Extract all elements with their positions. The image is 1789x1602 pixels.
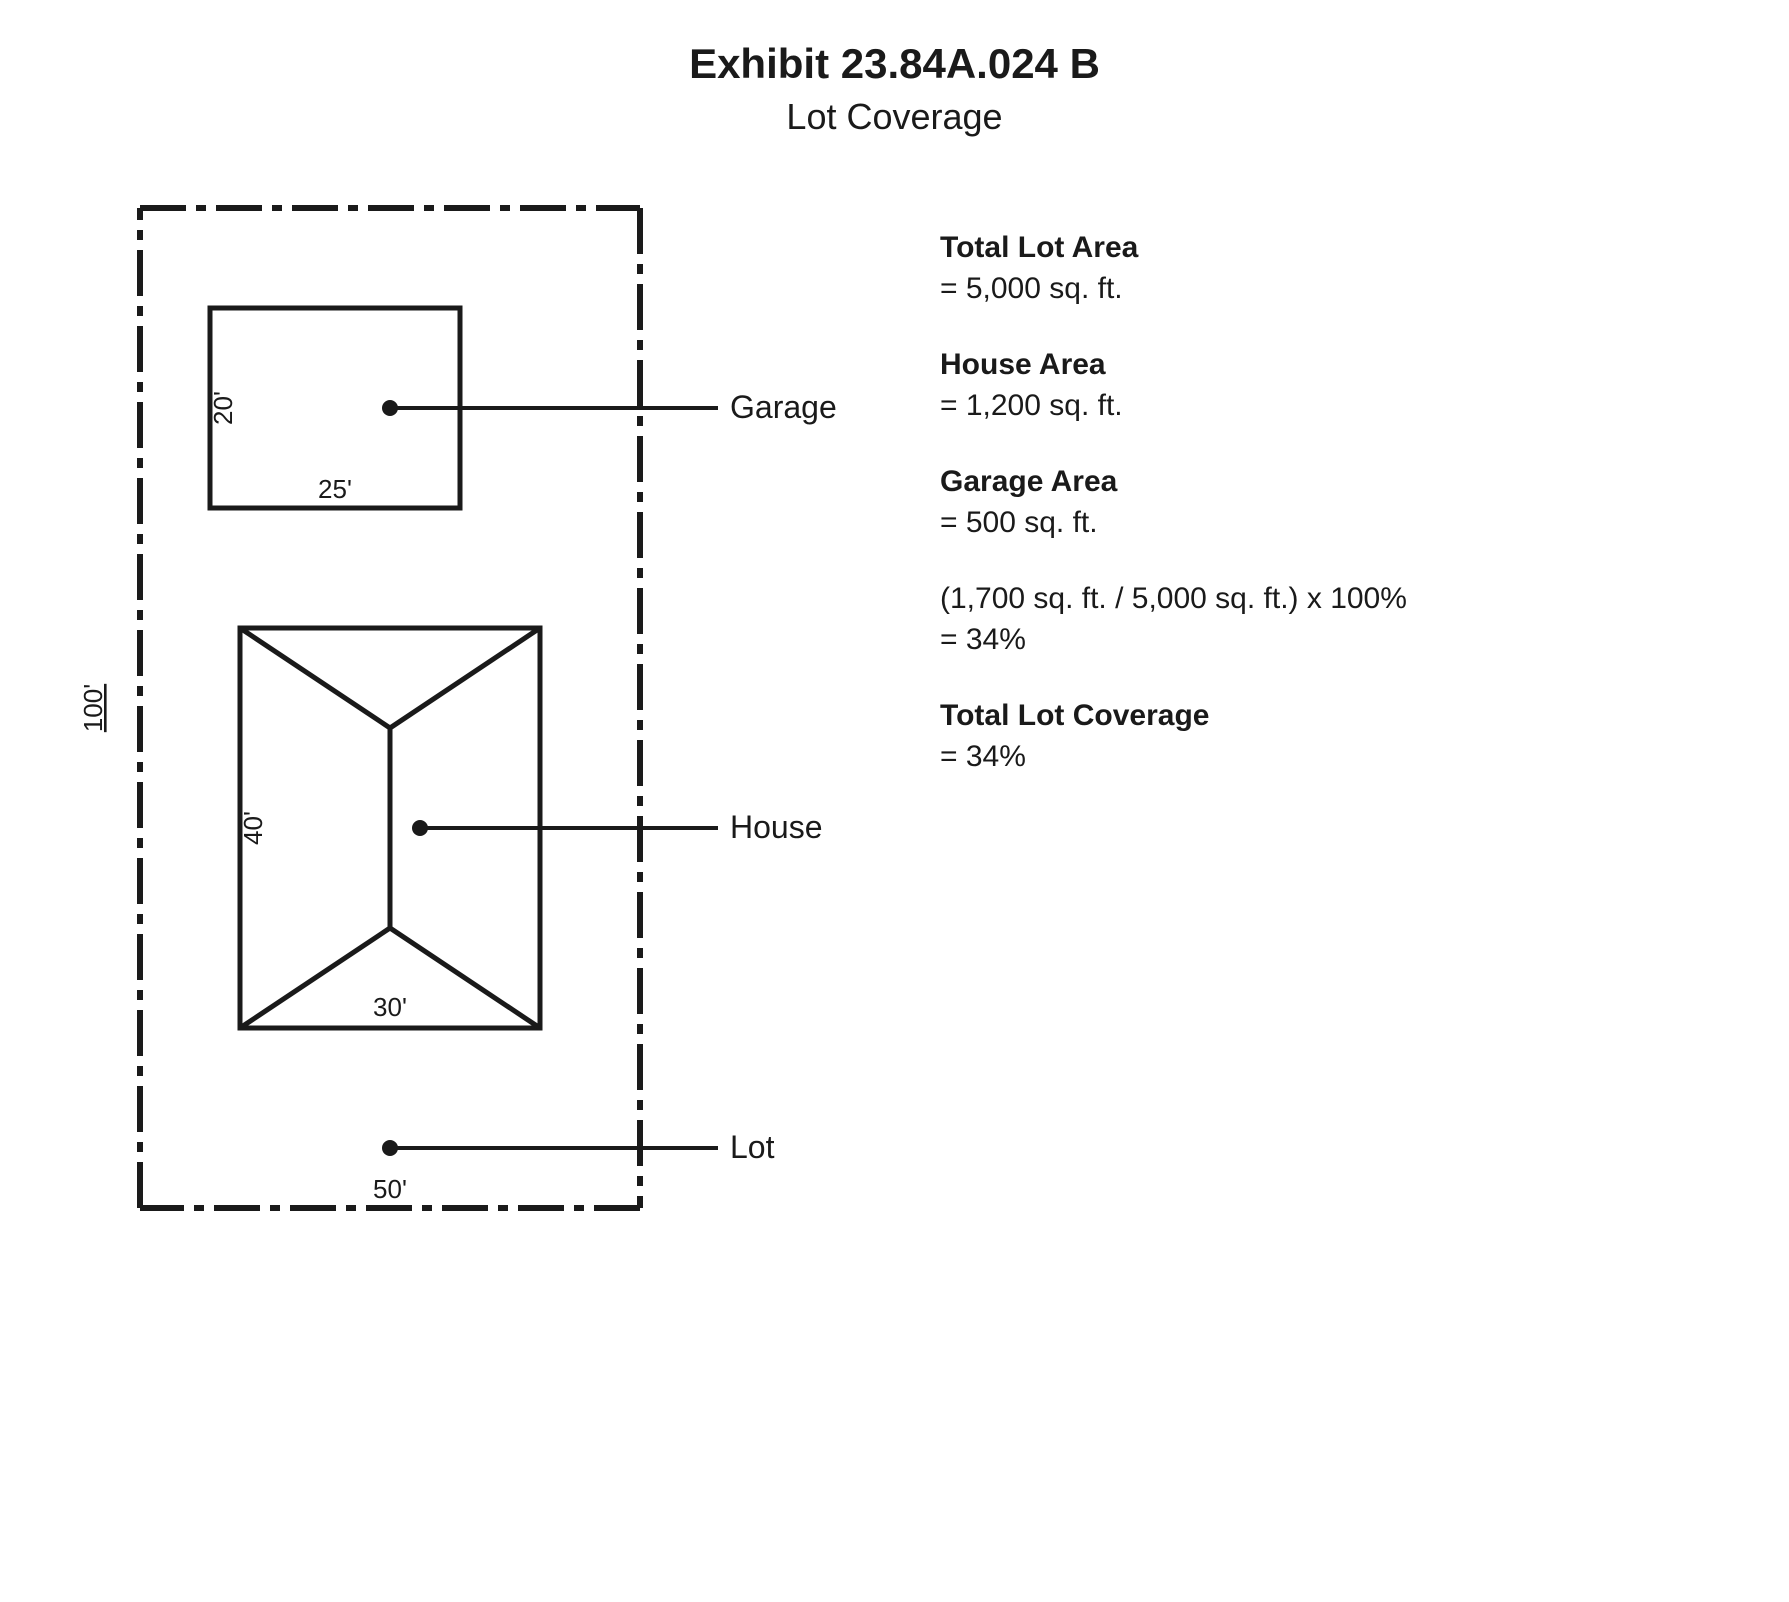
info-garage-area: Garage Area = 500 sq. ft. [940, 462, 1407, 543]
lot-callout-label: Lot [730, 1129, 775, 1165]
info-value: = 500 sq. ft. [940, 503, 1407, 544]
house-height-label: 40' [238, 811, 268, 845]
exhibit-title: Exhibit 23.84A.024 B [60, 40, 1729, 88]
garage-height-label: 20' [208, 391, 238, 425]
content-row: 100' 50' 20' 25' 40' 30' Garage House Lot Total … [60, 188, 1729, 1253]
info-value: = 34% [940, 737, 1407, 778]
info-calculation: (1,700 sq. ft. / 5,000 sq. ft.) x 100% =… [940, 579, 1407, 660]
header: Exhibit 23.84A.024 B Lot Coverage [60, 40, 1729, 138]
subtitle: Lot Coverage [60, 96, 1729, 138]
house-width-label: 30' [373, 992, 407, 1022]
info-title: House Area [940, 345, 1407, 386]
house-callout-label: House [730, 809, 823, 845]
info-total-lot-area: Total Lot Area = 5,000 sq. ft. [940, 228, 1407, 309]
lot-height-label: 100' [78, 684, 108, 732]
info-total-coverage: Total Lot Coverage = 34% [940, 696, 1407, 777]
lot-diagram: 100' 50' 20' 25' 40' 30' Garage House Lot [60, 188, 880, 1248]
info-title: Total Lot Area [940, 228, 1407, 269]
lot-width-label: 50' [373, 1174, 407, 1204]
diagram-column: 100' 50' 20' 25' 40' 30' Garage House Lot [60, 188, 880, 1253]
info-title: Total Lot Coverage [940, 696, 1407, 737]
info-column: Total Lot Area = 5,000 sq. ft. House Are… [940, 188, 1407, 813]
info-house-area: House Area = 1,200 sq. ft. [940, 345, 1407, 426]
info-value: = 1,200 sq. ft. [940, 386, 1407, 427]
calc-line1: (1,700 sq. ft. / 5,000 sq. ft.) x 100% [940, 579, 1407, 620]
garage-width-label: 25' [318, 474, 352, 504]
info-value: = 5,000 sq. ft. [940, 269, 1407, 310]
garage-callout-label: Garage [730, 389, 837, 425]
info-title: Garage Area [940, 462, 1407, 503]
calc-line2: = 34% [940, 620, 1407, 661]
